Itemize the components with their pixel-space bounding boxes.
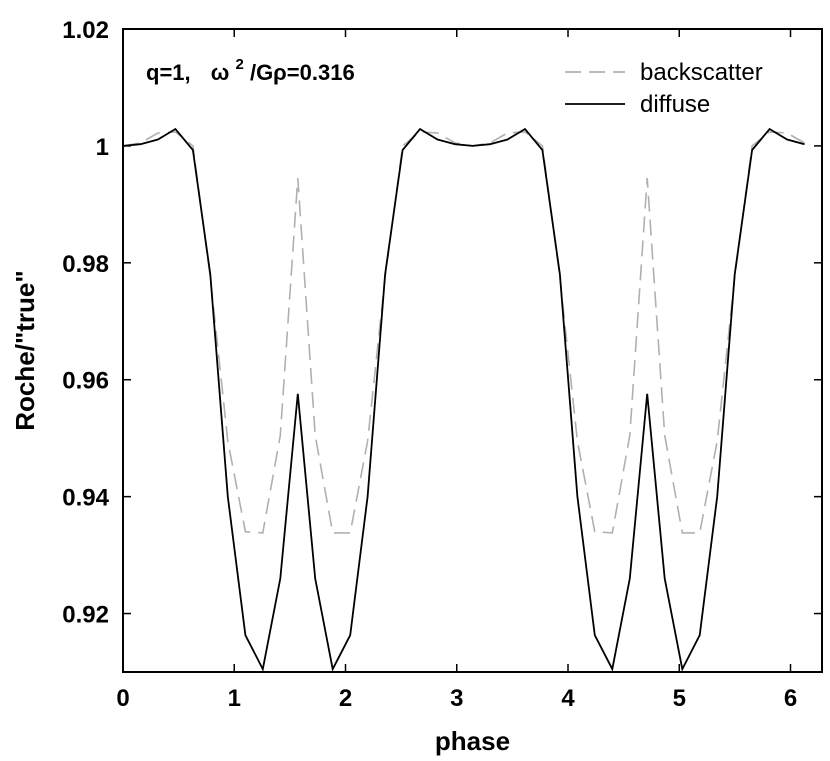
y-tick-label: 0.98	[62, 251, 109, 278]
y-tick-label: 1.02	[62, 17, 109, 44]
legend: backscatter diffuse	[565, 59, 763, 118]
annotation-superscript: 2	[235, 56, 243, 73]
y-tick-label: 0.92	[62, 602, 109, 629]
y-tick-label: 0.94	[62, 485, 109, 512]
annotation-ratio: /Gρ=0.316	[250, 60, 355, 85]
plot-frame	[122, 28, 823, 673]
annotation-q: q=1,	[146, 60, 191, 85]
x-tick-label: 5	[673, 685, 686, 712]
parameter-annotation: q=1, ω 2 /Gρ=0.316	[146, 49, 355, 85]
y-tick-label: 0.96	[62, 368, 109, 395]
series-line-backscatter	[123, 131, 805, 534]
x-tick-label: 1	[228, 685, 241, 712]
y-tick-label: 1	[96, 134, 109, 161]
tick-labels: 0 1 2 3 4 5 6 0.92 0.94 0.96 0.98 1 1.02	[62, 17, 797, 712]
x-axis-label: phase	[435, 726, 510, 756]
x-tick-label: 0	[116, 685, 129, 712]
y-axis-label: Roche/"true"	[10, 270, 40, 430]
axis-ticks	[122, 28, 822, 672]
series-line-diffuse	[123, 127, 805, 672]
x-tick-label: 3	[450, 685, 463, 712]
x-tick-label: 2	[339, 685, 352, 712]
plot-lines	[123, 127, 805, 672]
legend-label-backscatter: backscatter	[640, 59, 763, 86]
annotation-omega: ω	[211, 60, 230, 85]
x-tick-label: 4	[561, 685, 575, 712]
x-tick-label: 6	[784, 685, 797, 712]
legend-label-diffuse: diffuse	[640, 91, 710, 118]
